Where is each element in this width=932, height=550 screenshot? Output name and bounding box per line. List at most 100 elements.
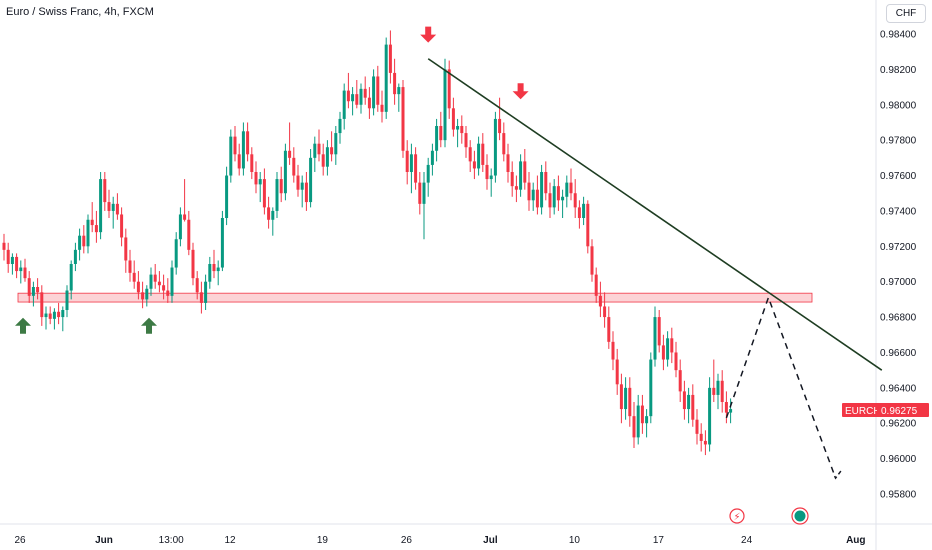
candle (439, 111, 443, 148)
candle (73, 242, 77, 272)
candle-body (162, 285, 166, 291)
candle-body (414, 154, 418, 183)
candle-body (132, 272, 136, 282)
candle (351, 87, 355, 116)
candle (254, 161, 258, 194)
candle-body (649, 359, 653, 417)
candle-body (195, 278, 199, 293)
candle (708, 377, 712, 452)
down-arrow-shape (512, 83, 529, 100)
time-axis[interactable]: 26 Jun 13:00 12 19 26 Jul 10 17 24 Aug (14, 535, 865, 546)
candle-body (107, 202, 111, 211)
down-arrow-shape (420, 26, 437, 43)
candle-body (607, 317, 611, 342)
candle-body (86, 219, 90, 247)
candle-body (153, 274, 157, 282)
candle-body (199, 292, 203, 303)
candle (195, 271, 199, 300)
currency-button[interactable]: CHF (886, 4, 926, 23)
candle (670, 327, 674, 364)
candle (241, 122, 245, 176)
candle-body (687, 394, 691, 410)
candle-body (48, 313, 52, 319)
candle (523, 149, 527, 190)
candle-body (170, 267, 174, 296)
flash-event-icon[interactable]: ⚡ (729, 508, 745, 524)
candle (153, 264, 157, 289)
candle (124, 228, 128, 273)
candle-body (670, 338, 674, 353)
candle-body (124, 237, 128, 261)
candle-body (384, 44, 388, 112)
candle-body (19, 267, 23, 272)
candle-body (166, 290, 170, 296)
candle-body (666, 338, 670, 360)
candle (40, 285, 44, 326)
economic-event-icon[interactable] (791, 507, 809, 525)
candle (283, 143, 287, 201)
candle (145, 285, 149, 307)
last-price-value: 0.96275 (881, 406, 918, 417)
candle (187, 210, 191, 256)
candle (414, 147, 418, 190)
candle-body (313, 143, 317, 158)
candle-body (359, 88, 363, 105)
candle (317, 129, 321, 162)
candle (409, 143, 413, 194)
candle-body (447, 69, 451, 109)
candle-body (10, 256, 14, 264)
candle-body (430, 150, 434, 165)
candle (31, 281, 35, 307)
candle (405, 140, 409, 185)
candle-body (241, 131, 245, 169)
time-tick-label: Aug (846, 535, 865, 546)
candle-body (6, 249, 10, 264)
candle (640, 394, 644, 434)
candle-body (506, 154, 510, 172)
candle-body (296, 175, 300, 190)
candle-body (212, 264, 216, 272)
candle-body (267, 207, 271, 220)
up-arrow-icon (15, 317, 31, 334)
candle (107, 189, 111, 218)
candle-body (321, 154, 325, 167)
candle-body (178, 214, 182, 240)
candle (23, 258, 27, 282)
candle (569, 168, 573, 201)
candle-body (31, 287, 35, 296)
svg-text:⚡: ⚡ (733, 512, 740, 523)
candle (540, 164, 544, 215)
candle-body (472, 161, 476, 169)
candle-body (594, 274, 598, 296)
candle (426, 157, 430, 197)
candle-body (2, 242, 6, 250)
candle-body (653, 317, 657, 360)
candle (724, 391, 728, 424)
candle-body (435, 126, 439, 151)
candle (325, 140, 329, 176)
candle (628, 377, 632, 427)
candle-body (141, 292, 145, 300)
candle (468, 140, 472, 172)
up-arrow-icon (141, 317, 157, 334)
candle (418, 172, 422, 215)
candle (649, 352, 653, 424)
candle (376, 65, 380, 112)
candle-body (489, 175, 493, 180)
candle-body (174, 239, 178, 268)
candle (363, 76, 367, 105)
candle (44, 306, 48, 330)
candle-body (82, 235, 86, 247)
candle (502, 122, 506, 162)
candle (288, 122, 292, 165)
candle (296, 164, 300, 197)
price-tick-label: 0.98000 (880, 100, 917, 111)
candle-body (703, 440, 707, 445)
price-axis[interactable]: 0.98400 0.98200 0.98000 0.97800 0.97600 0.974… (880, 30, 917, 501)
candle (304, 172, 308, 211)
time-tick-label: 26 (14, 535, 26, 546)
candle-body (317, 143, 321, 155)
candle (10, 253, 14, 275)
candle (78, 228, 82, 261)
